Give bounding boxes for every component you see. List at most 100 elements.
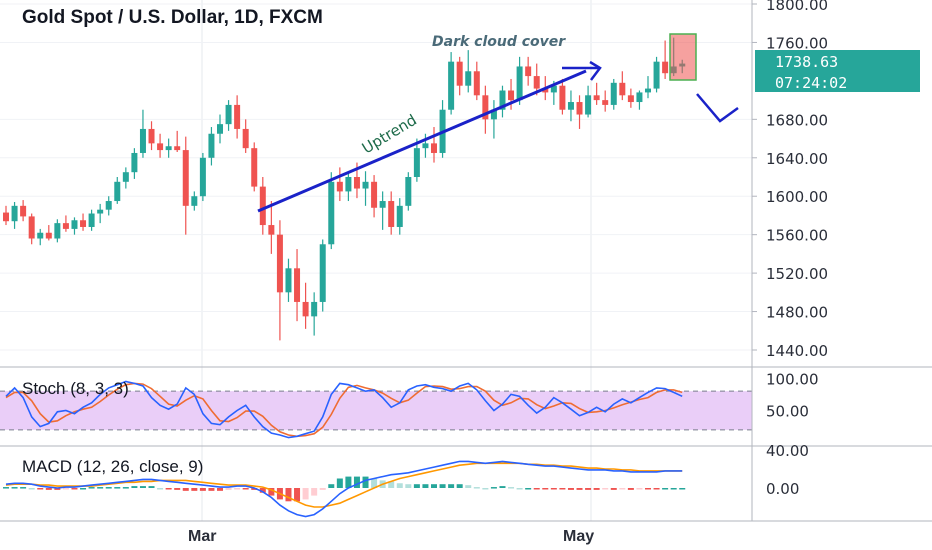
- chart-axes: 1800.00 1760.00 1680.00 1640.00 1600.00 1560.…: [0, 0, 932, 522]
- candle-body: [645, 88, 651, 93]
- candle-body: [199, 157, 206, 197]
- candle-body: [542, 88, 549, 93]
- macd-histogram-bar: [37, 488, 44, 490]
- macd-histogram-bar: [508, 487, 515, 489]
- candle-body: [311, 301, 318, 317]
- candle-body: [208, 133, 215, 158]
- candle-body: [508, 90, 515, 101]
- macd-histogram-bar: [20, 487, 27, 489]
- dark-cloud-cover-highlight: [669, 33, 697, 81]
- countdown-value: 07:24:02: [775, 74, 847, 92]
- macd-histogram-bar: [336, 478, 343, 488]
- macd-histogram-bar: [97, 487, 104, 489]
- macd-histogram-bar: [559, 488, 566, 490]
- price-tick-label: 1560.00: [766, 227, 828, 245]
- candle-body: [585, 95, 592, 115]
- candle-body: [80, 220, 87, 227]
- macd-histogram-bar: [54, 488, 61, 490]
- candle-body: [139, 128, 146, 153]
- macd-histogram-bar: [3, 487, 9, 489]
- macd-histogram-bar: [139, 486, 146, 488]
- price-tick-label: 1680.00: [766, 111, 828, 129]
- candle-body: [473, 71, 480, 96]
- macd-histogram-bar: [662, 488, 669, 490]
- price-tick-label: 1640.00: [766, 150, 828, 168]
- macd-histogram-bar: [542, 488, 549, 490]
- candle-body: [405, 177, 412, 206]
- stoch-band-fill: [0, 391, 752, 430]
- macd-histogram-bar: [593, 488, 600, 490]
- macd-histogram-bar: [217, 488, 223, 491]
- annotation-dark-cloud-cover: Dark cloud cover: [432, 34, 566, 50]
- macd-histogram-bar: [490, 487, 497, 489]
- macd-histogram-bar: [242, 488, 249, 490]
- time-label-mar: Mar: [188, 528, 216, 545]
- stoch-label: Stoch (8, 3, 3): [22, 379, 129, 398]
- chart-title: Gold Spot / U.S. Dollar, 1D, FXCM: [22, 7, 323, 28]
- candle-body: [234, 104, 241, 129]
- price-tick-label: 1800.00: [766, 0, 828, 14]
- candle-body: [662, 61, 669, 74]
- macd-histogram-bar: [234, 488, 241, 490]
- candle-body: [388, 201, 395, 227]
- macd-histogram-bar: [431, 484, 437, 488]
- stoch-band: [0, 390, 752, 431]
- candle-body: [148, 128, 155, 144]
- macd-histogram-bar: [353, 476, 360, 488]
- candle-body: [525, 66, 532, 77]
- macd-histogram-bar: [131, 486, 138, 488]
- macd-histogram-bar: [388, 481, 395, 488]
- candle-body: [294, 268, 301, 302]
- candle-body: [114, 181, 121, 202]
- macd-histogram-bar: [174, 488, 181, 490]
- macd-histogram-bar: [45, 488, 52, 490]
- macd-histogram-bar: [653, 488, 660, 490]
- macd-histogram-bar: [456, 484, 463, 488]
- candle-body: [602, 100, 609, 105]
- macd-tick-label: 40.00: [766, 442, 809, 460]
- candle-body: [97, 209, 104, 214]
- macd-histogram-bar: [670, 488, 677, 490]
- candle-body: [251, 148, 258, 187]
- candle-body: [242, 128, 249, 149]
- macd-histogram-bar: [610, 488, 617, 490]
- macd-histogram-bar: [105, 487, 112, 489]
- candle-body: [456, 61, 463, 86]
- macd-histogram-bar: [345, 476, 352, 488]
- macd-histogram-bar: [165, 488, 172, 490]
- last-price-value: 1738.63: [775, 53, 838, 71]
- candle-body: [174, 146, 181, 151]
- candle-body: [165, 146, 172, 151]
- macd-histogram-bar: [182, 488, 189, 491]
- macd-histogram-bar: [302, 488, 309, 500]
- candle-body: [371, 181, 378, 208]
- macd-histogram-bar: [148, 486, 155, 488]
- stoch-tick-label: 50.00: [766, 403, 809, 421]
- macd-histogram-bar: [413, 484, 420, 488]
- candle-body: [396, 205, 403, 227]
- candle-body: [88, 213, 95, 227]
- candle-body: [559, 85, 566, 110]
- macd-histogram-bar: [439, 484, 446, 488]
- macd-histogram-bar: [71, 488, 78, 490]
- candle-body: [499, 90, 506, 110]
- price-tick-label: 1600.00: [766, 188, 828, 206]
- macd-histogram-bar: [11, 487, 18, 489]
- macd-histogram-bar: [627, 488, 634, 490]
- candle-body: [37, 232, 44, 239]
- macd-histogram-bar: [473, 487, 480, 489]
- candle-body: [20, 205, 27, 217]
- macd-histogram-bar: [499, 486, 506, 488]
- candle-body: [105, 201, 112, 210]
- price-tick-label: 1480.00: [766, 304, 828, 322]
- macd-histogram-bar: [62, 488, 69, 490]
- candle-body: [345, 177, 352, 192]
- arrow-down-sign: [696, 93, 739, 123]
- macd-histogram-bar: [576, 488, 583, 490]
- candle-body: [619, 82, 626, 96]
- candle-body: [225, 104, 232, 125]
- time-label-may: May: [563, 528, 594, 545]
- candle-body: [131, 152, 138, 173]
- candle-body: [431, 143, 437, 153]
- candle-body: [550, 85, 557, 93]
